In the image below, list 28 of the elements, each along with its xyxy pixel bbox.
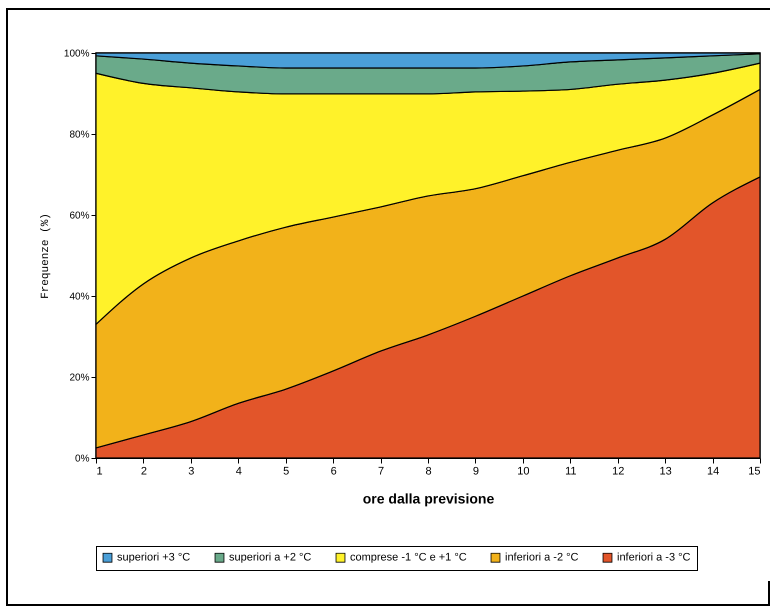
y-axis-title: Frequenze (%) [40,213,52,299]
legend-label: comprese -1 °C e +1 °C [350,552,467,564]
legend-label: inferiori a -3 °C [617,552,691,564]
x-tick-label: 14 [706,466,720,478]
y-tick-label: 20% [69,372,90,384]
x-tick-label: 1 [96,466,103,478]
x-tick-label: 11 [565,466,576,478]
legend-label: superiori a +2 °C [229,552,312,564]
x-tick-label: 3 [188,466,194,478]
x-tick-label: 9 [472,466,479,478]
legend-label: inferiori a -2 °C [505,552,579,564]
x-tick-label: 6 [330,466,337,478]
y-tick-label: 80% [69,130,90,140]
x-tick-label: 13 [660,466,672,478]
x-tick-label: 7 [378,466,384,478]
y-tick-label: 60% [69,210,90,222]
x-tick-label: 5 [283,466,290,478]
x-tick-label: 8 [425,466,432,478]
y-tick-label: 100% [64,48,90,60]
x-axis-title: ore dalla previsione [362,490,494,506]
x-tick-label: 12 [612,466,624,478]
x-tick-label: 10 [517,466,530,478]
y-tick-label: 40% [69,292,90,302]
legend-label: superiori +3 °C [117,552,190,564]
x-tick-label: 4 [236,466,242,478]
x-tick-label: 2 [140,466,147,478]
x-tick-label: 15 [748,466,760,478]
y-tick-label: 0% [75,454,90,464]
